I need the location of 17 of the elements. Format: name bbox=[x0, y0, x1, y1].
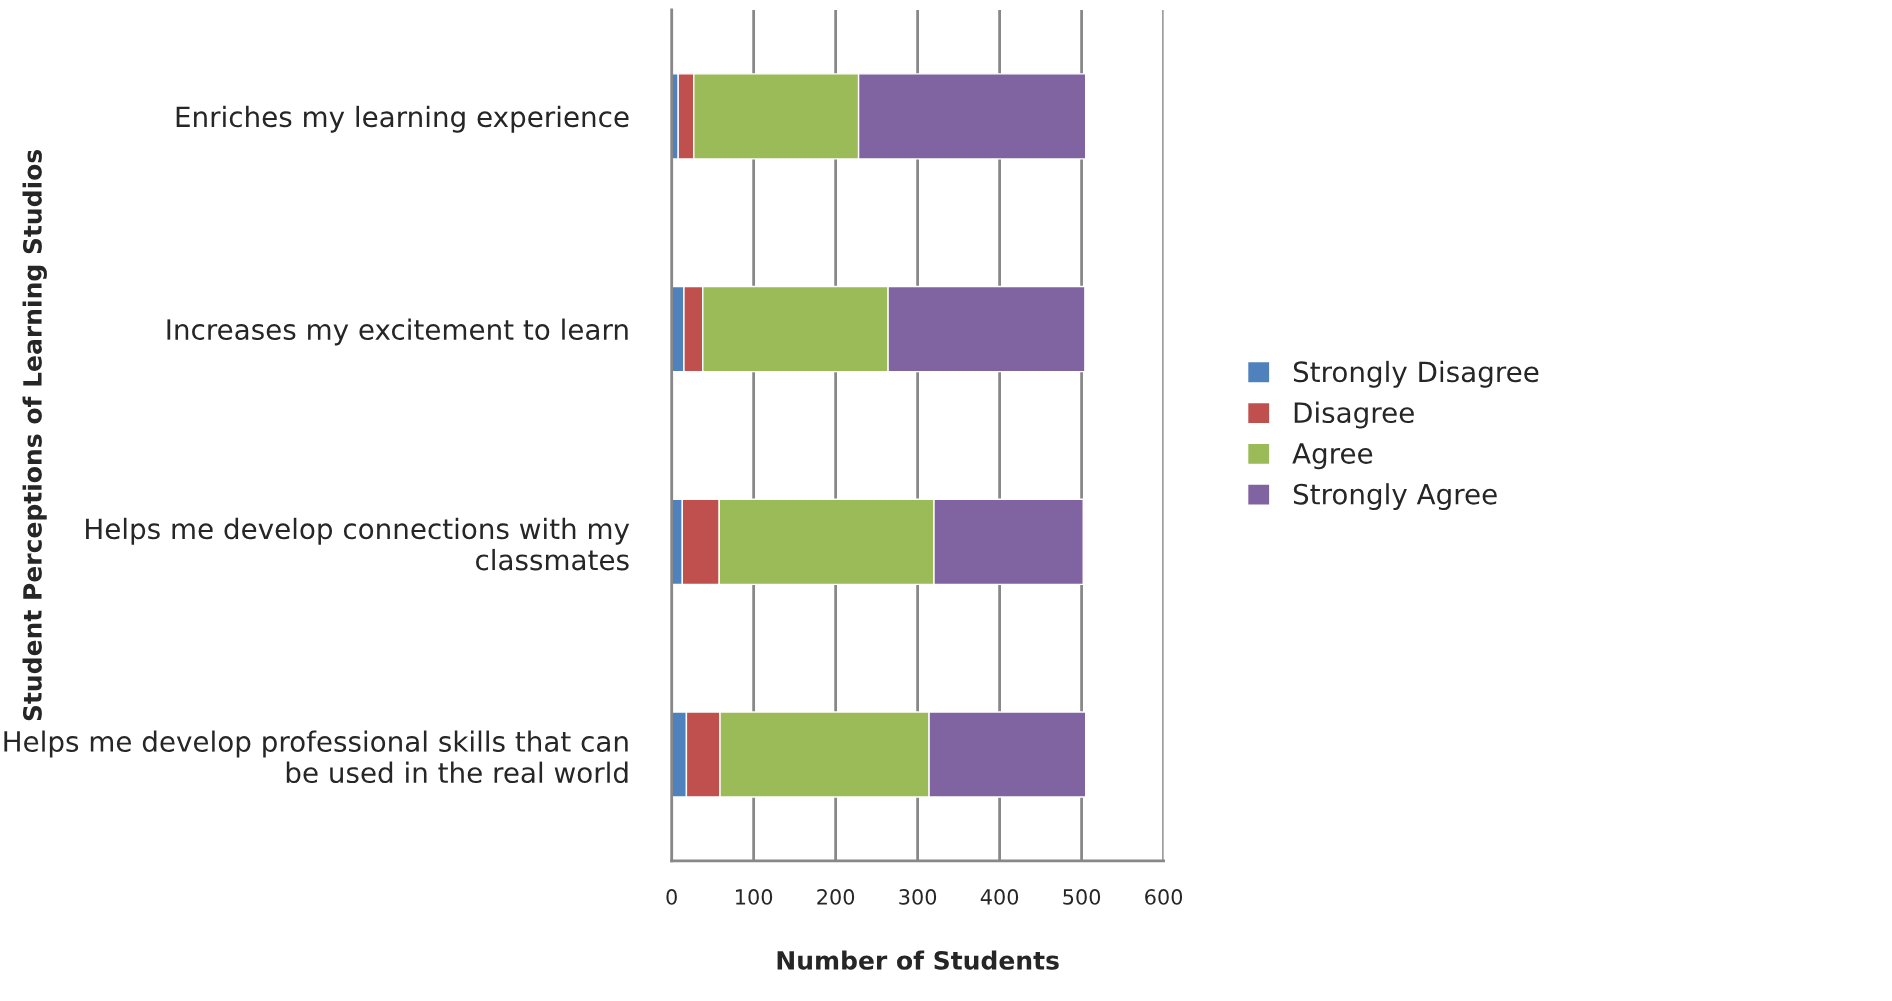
y-tick-label: Helps me develop connections with my classmates bbox=[86, 517, 630, 571]
legend-label: Strongly Disagree bbox=[1293, 360, 1539, 388]
y-tick-label: Helps me develop professional skills that can be used in the real world bbox=[4, 730, 628, 784]
x-tick-label: 100 bbox=[736, 889, 773, 905]
x-tick-label: 500 bbox=[1063, 889, 1101, 905]
y-axis-title: Student Perceptions of Learning Studios bbox=[22, 149, 47, 721]
x-tick-label: 300 bbox=[899, 889, 937, 905]
legend-label: Disagree bbox=[1294, 401, 1414, 429]
y-tick-label: Increases my excitement to learn bbox=[167, 318, 628, 346]
x-tick-label: 200 bbox=[817, 889, 855, 905]
x-tick-label: 600 bbox=[1145, 889, 1183, 905]
x-tick-label: 400 bbox=[980, 889, 1019, 905]
legend-label: Strongly Agree bbox=[1293, 483, 1497, 511]
y-tick-label: Enriches my learning experience bbox=[176, 105, 629, 133]
x-axis-title: Number of Students bbox=[777, 950, 1059, 970]
x-tick-label: 0 bbox=[666, 889, 677, 905]
legend-label: Agree bbox=[1292, 443, 1373, 470]
